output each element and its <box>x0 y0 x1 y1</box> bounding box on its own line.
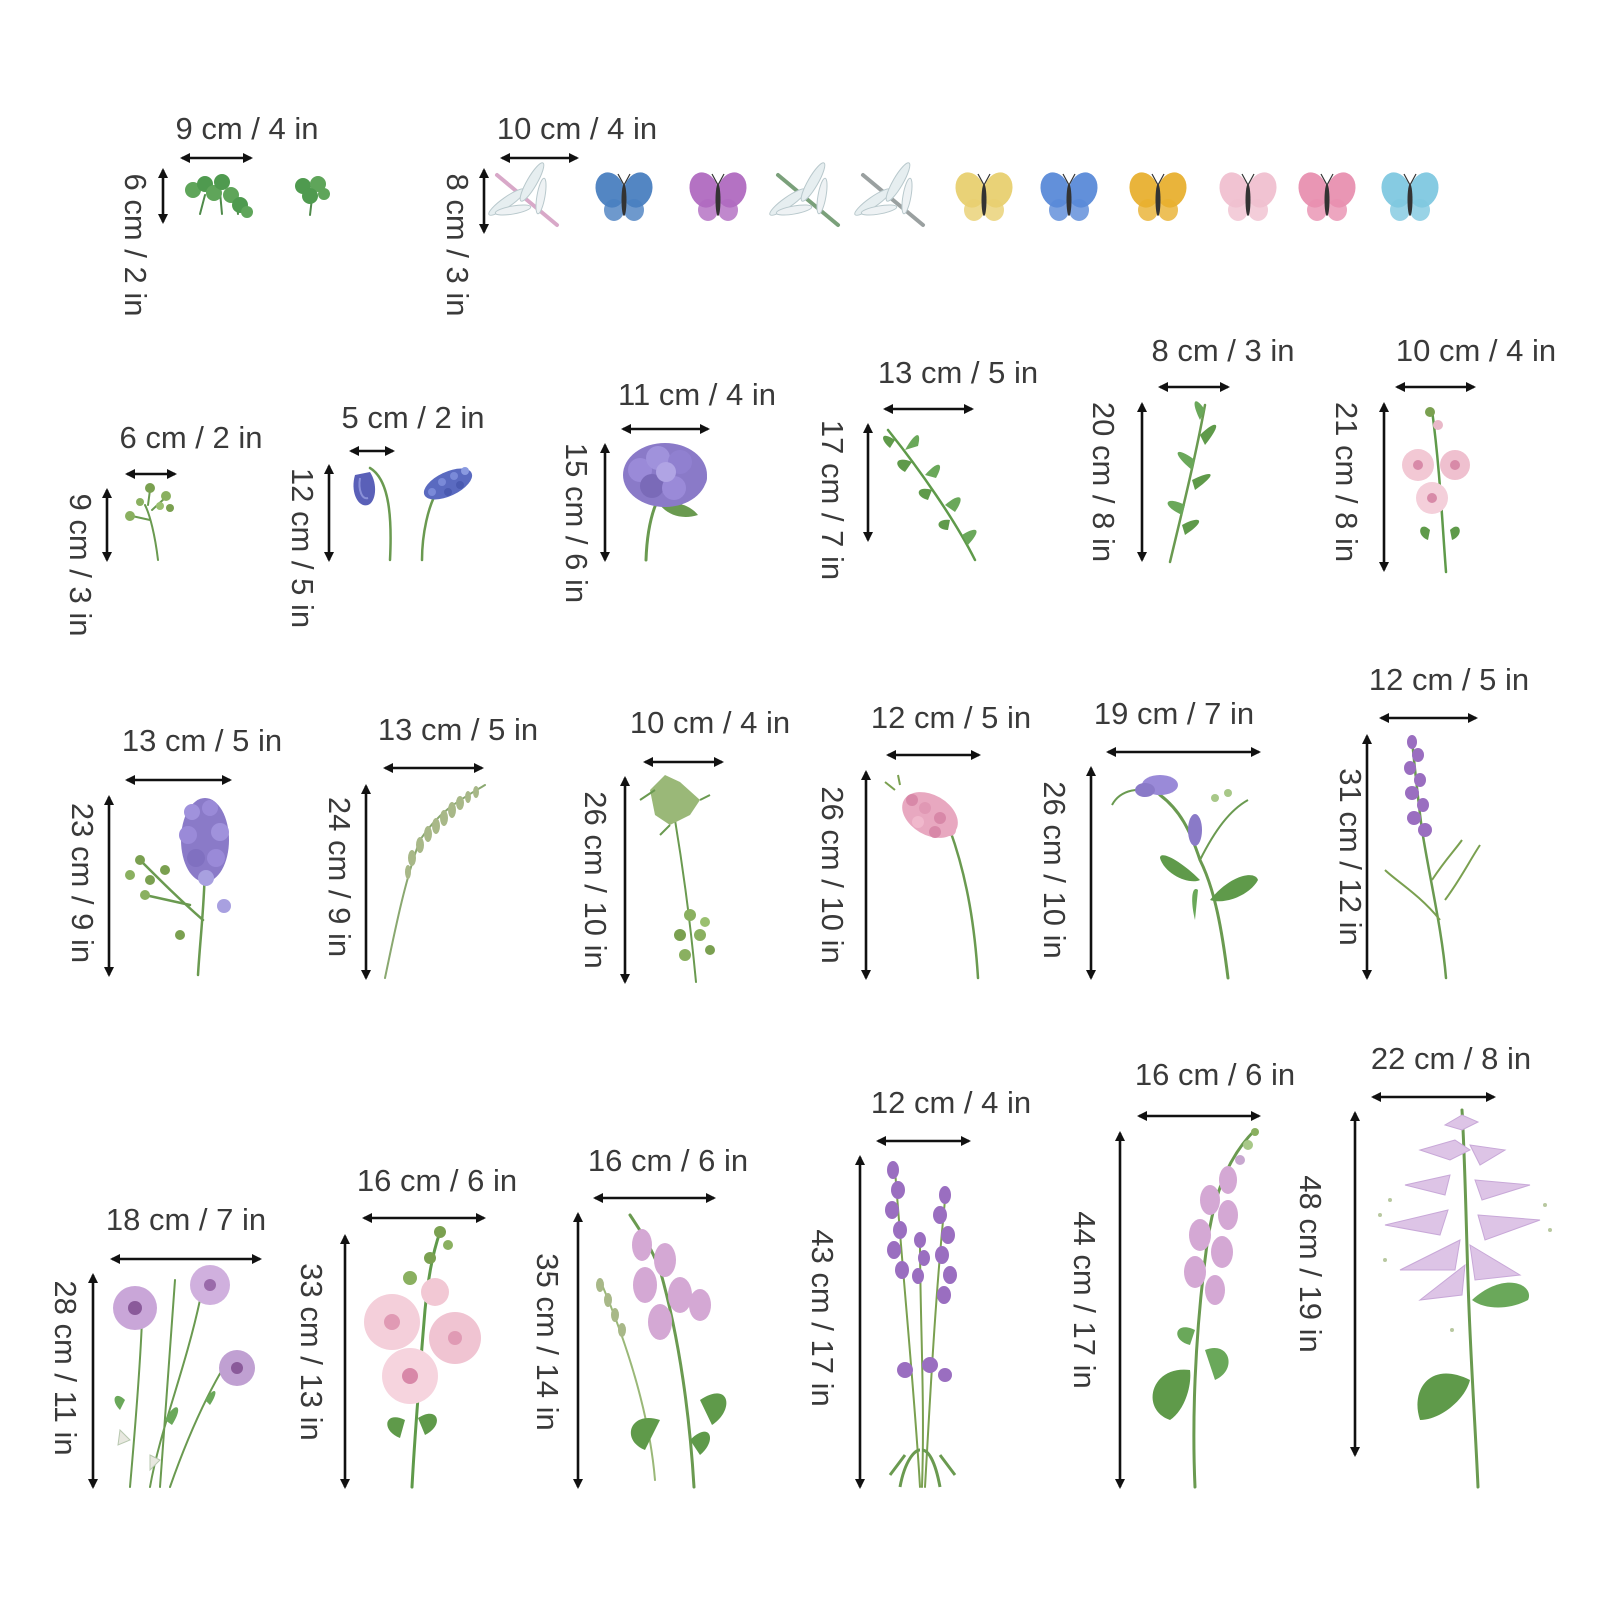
clover-group: 9 cm / 4 in 6 cm / 2 in <box>118 111 330 317</box>
width-label: 16 cm / 6 in <box>1135 1057 1295 1092</box>
foxglove-small-icon <box>596 1213 727 1489</box>
sticker-lavender-bunch: 12 cm / 4 in 43 cm / 17 in <box>805 1085 1031 1489</box>
width-label: 6 cm / 2 in <box>120 420 263 455</box>
dragonfly-icon <box>488 162 559 227</box>
height-label: 15 cm / 6 in <box>559 443 594 603</box>
width-label: 5 cm / 2 in <box>342 400 485 435</box>
clover-cluster-icon <box>185 174 253 218</box>
butterfly-icon <box>1298 172 1356 221</box>
sticker-hollyhock-small: 10 cm / 4 in 21 cm / 8 in <box>1329 333 1556 574</box>
sticker-berry-sprig: 6 cm / 2 in 9 cm / 3 in <box>63 420 263 637</box>
height-label: 17 cm / 7 in <box>815 420 850 580</box>
sticker-grass-plume: 13 cm / 5 in 24 cm / 9 in <box>322 712 538 980</box>
width-label: 18 cm / 7 in <box>106 1202 266 1237</box>
height-label: 24 cm / 9 in <box>322 797 357 957</box>
height-label: 21 cm / 8 in <box>1329 402 1364 562</box>
sticker-grape-hyacinth: 13 cm / 5 in 23 cm / 9 in <box>65 723 282 977</box>
sticker-hollyhock: 16 cm / 6 in 33 cm / 13 in <box>294 1163 517 1489</box>
sticker-leafy-branch: 13 cm / 5 in 17 cm / 7 in <box>815 355 1038 580</box>
dragonfly-icon <box>769 162 840 227</box>
leafy-branch-icon <box>883 428 977 562</box>
height-label: 20 cm / 8 in <box>1086 402 1121 562</box>
sticker-foxglove-tall: 16 cm / 6 in 44 cm / 17 in <box>1067 1057 1295 1489</box>
freesia-icon <box>1111 775 1258 980</box>
berry-sprig-icon <box>125 483 174 561</box>
height-label: 31 cm / 12 in <box>1333 768 1368 945</box>
dragonfly-icon <box>854 162 925 227</box>
height-label: 23 cm / 9 in <box>65 803 100 963</box>
sticker-freesia: 19 cm / 7 in 26 cm / 10 in <box>1037 696 1261 980</box>
grass-plume-icon <box>384 784 486 979</box>
scabiosa-bud-icon <box>639 775 715 983</box>
insect-row <box>488 162 1439 227</box>
height-label: 12 cm / 5 in <box>285 468 320 628</box>
lavender-single-icon <box>1384 735 1481 980</box>
width-label: 13 cm / 5 in <box>878 355 1038 390</box>
width-label: 10 cm / 4 in <box>630 705 790 740</box>
sticker-scabiosa-bud: 10 cm / 4 in 26 cm / 10 in <box>578 705 790 984</box>
width-label: 13 cm / 5 in <box>122 723 282 758</box>
hollyhock-icon <box>364 1226 481 1489</box>
width-label: 16 cm / 6 in <box>357 1163 517 1198</box>
height-label: 33 cm / 13 in <box>294 1263 329 1440</box>
butterfly-icon <box>689 172 747 221</box>
pink-clover-icon <box>884 774 980 980</box>
sticker-hydrangea: 11 cm / 4 in 15 cm / 6 in <box>559 377 776 603</box>
foxglove-tall-icon <box>1152 1128 1259 1489</box>
height-label: 9 cm / 3 in <box>63 494 98 637</box>
lavender-bunch-icon <box>885 1161 957 1488</box>
width-label: 22 cm / 8 in <box>1371 1041 1531 1076</box>
height-label: 6 cm / 2 in <box>118 174 153 317</box>
width-label: 8 cm / 3 in <box>1152 333 1295 368</box>
grape-hyacinth-icon <box>125 798 231 977</box>
width-label: 9 cm / 4 in <box>176 111 319 146</box>
width-label: 12 cm / 4 in <box>871 1085 1031 1120</box>
willow-sprig-icon <box>1167 401 1217 564</box>
width-label: 12 cm / 5 in <box>1369 662 1529 697</box>
butterfly-icon <box>955 172 1013 221</box>
width-label: 19 cm / 7 in <box>1094 696 1254 731</box>
butterfly-icon <box>595 172 653 221</box>
height-label: 26 cm / 10 in <box>1037 781 1072 958</box>
width-label: 13 cm / 5 in <box>378 712 538 747</box>
butterfly-icon <box>1219 172 1277 221</box>
height-label: 44 cm / 17 in <box>1067 1211 1102 1388</box>
insect-group: 10 cm / 4 in 8 cm / 3 in <box>440 111 1439 317</box>
width-label: 11 cm / 4 in <box>618 377 776 412</box>
height-label: 26 cm / 10 in <box>578 791 613 968</box>
clover-sprig-icon <box>295 176 330 216</box>
height-label: 26 cm / 10 in <box>815 786 850 963</box>
height-label: 48 cm / 19 in <box>1293 1175 1328 1352</box>
width-label: 10 cm / 4 in <box>1396 333 1556 368</box>
height-label: 8 cm / 3 in <box>440 174 475 317</box>
width-label: 12 cm / 5 in <box>871 700 1031 735</box>
width-label: 10 cm / 4 in <box>497 111 657 146</box>
muscari-icon <box>420 467 473 562</box>
sticker-poppy-bunch: 18 cm / 7 in 28 cm / 11 in <box>48 1202 266 1489</box>
poppy-bunch-icon <box>113 1265 255 1488</box>
butterfly-icon <box>1129 172 1187 221</box>
height-label: 28 cm / 11 in <box>48 1280 83 1455</box>
sticker-foxglove-small: 16 cm / 6 in 35 cm / 14 in <box>530 1143 748 1489</box>
hydrangea-icon <box>623 443 707 562</box>
bluebell-icon <box>353 466 392 562</box>
sticker-hosta-lily: 22 cm / 8 in 48 cm / 19 in <box>1293 1041 1552 1489</box>
height-label: 43 cm / 17 in <box>805 1229 840 1406</box>
hollyhock-small-icon <box>1402 407 1470 574</box>
butterfly-icon <box>1040 172 1098 221</box>
hosta-lily-icon <box>1378 1108 1552 1489</box>
sticker-bluebell-muscari: 5 cm / 2 in 12 cm / 5 in <box>285 400 485 628</box>
sticker-willow-sprig: 8 cm / 3 in 20 cm / 8 in <box>1086 333 1295 564</box>
width-label: 16 cm / 6 in <box>588 1143 748 1178</box>
butterfly-icon <box>1381 172 1439 221</box>
height-label: 35 cm / 14 in <box>530 1253 565 1430</box>
sticker-pink-clover: 12 cm / 5 in 26 cm / 10 in <box>815 700 1031 980</box>
sticker-lavender-single: 12 cm / 5 in 31 cm / 12 in <box>1333 662 1529 980</box>
